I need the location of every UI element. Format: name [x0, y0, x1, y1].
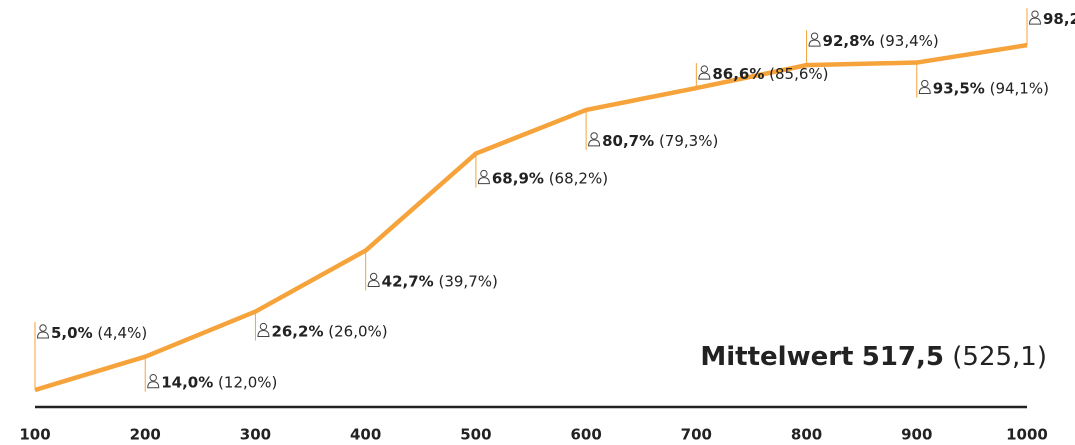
data-label: 42,7% (39,7%): [382, 272, 498, 290]
mean-comparison: (525,1): [952, 342, 1047, 372]
comparison-label: (94,1%): [990, 79, 1049, 97]
data-label: 98,2% (98,5%): [1043, 10, 1075, 28]
comparison-label: (39,7%): [438, 272, 497, 290]
value-label: 92,8%: [823, 32, 875, 50]
person-icon: [367, 280, 380, 288]
person-icon: [1031, 10, 1039, 18]
mean-value: 517,5: [862, 342, 944, 372]
person-icon: [810, 32, 819, 40]
x-tick-label: 600: [570, 426, 601, 444]
x-tick-label: 100: [19, 426, 50, 444]
person-icon: [477, 177, 490, 185]
person-icon: [918, 87, 931, 95]
comparison-label: (79,3%): [659, 131, 718, 149]
person-icon: [147, 381, 160, 389]
data-label: 80,7% (79,3%): [602, 131, 718, 149]
value-label: 86,6%: [712, 65, 764, 83]
mean-annotation: Mittelwert 517,5 (525,1): [700, 342, 1047, 372]
data-label: 68,9% (68,2%): [492, 169, 608, 187]
x-tick-label: 800: [791, 426, 822, 444]
value-label: 93,5%: [933, 79, 985, 97]
value-label: 5,0%: [51, 324, 93, 342]
value-label: 26,2%: [271, 322, 323, 340]
data-label: 92,8% (93,4%): [823, 32, 939, 50]
person-icon: [590, 132, 598, 140]
value-label: 80,7%: [602, 131, 654, 149]
person-icon: [588, 139, 601, 147]
data-label: 5,0% (4,4%): [51, 324, 147, 342]
value-label: 98,2%: [1043, 10, 1075, 28]
x-tick-label: 1000: [1006, 426, 1048, 444]
comparison-label: (93,4%): [879, 32, 938, 50]
data-label: 93,5% (94,1%): [933, 79, 1049, 97]
mean-label: Mittelwert: [700, 342, 853, 372]
data-label: 14,0% (12,0%): [161, 373, 277, 391]
data-label: 26,2% (26,0%): [271, 322, 387, 340]
comparison-label: (12,0%): [218, 373, 277, 391]
person-icon: [39, 324, 47, 332]
x-tick-label: 400: [350, 426, 381, 444]
comparison-label: (85,6%): [769, 65, 828, 83]
person-icon: [1028, 17, 1042, 25]
x-tick-label: 200: [130, 426, 161, 444]
line: [34, 42, 1028, 393]
x-tick-label: 900: [901, 426, 932, 444]
value-label: 68,9%: [492, 169, 544, 187]
person-icon: [700, 65, 709, 73]
value-label: 42,7%: [382, 272, 434, 290]
person-icon: [808, 39, 821, 47]
person-icon: [257, 330, 270, 338]
person-icon: [149, 374, 157, 382]
person-icon: [36, 331, 50, 339]
person-icon: [480, 169, 488, 178]
comparison-label: (68,2%): [549, 169, 608, 187]
x-tick-label: 700: [681, 426, 712, 444]
comparison-label: (4,4%): [97, 324, 147, 342]
x-tick-label: 300: [240, 426, 271, 444]
x-tick-label: 500: [460, 426, 491, 444]
comparison-label: (26,0%): [328, 322, 387, 340]
value-label: 14,0%: [161, 373, 213, 391]
person-icon: [259, 322, 268, 331]
person-icon: [369, 272, 378, 281]
person-icon: [921, 79, 929, 88]
data-label: 86,6% (85,6%): [712, 65, 828, 83]
person-icon: [698, 72, 711, 80]
